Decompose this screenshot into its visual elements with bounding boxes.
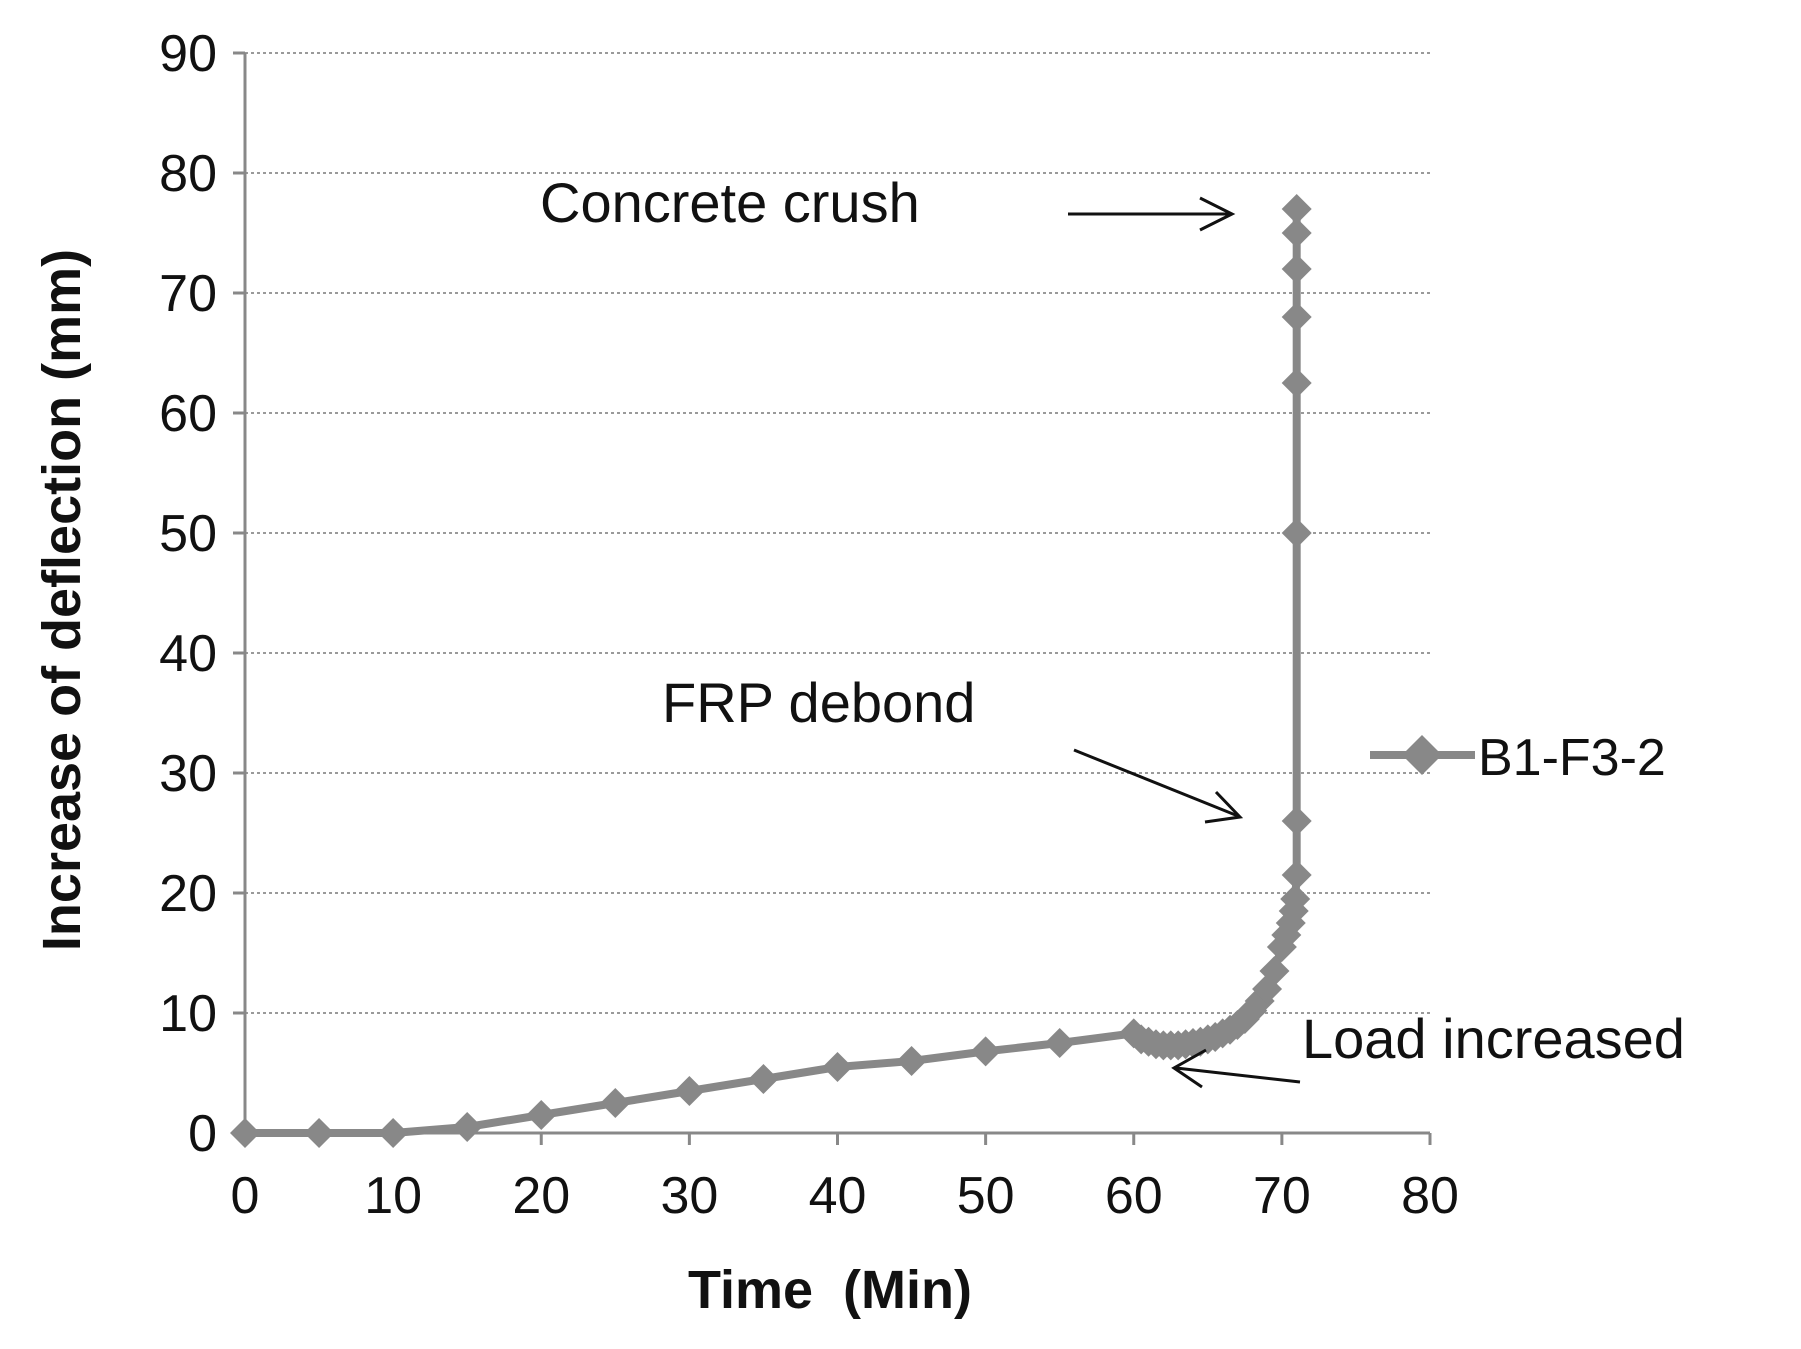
data-point-38	[1281, 806, 1312, 836]
data-point-7	[748, 1064, 779, 1094]
annotation-frp-debond: FRP debond	[662, 671, 975, 734]
data-point-0	[230, 1118, 260, 1148]
y-tick-label-0: 0	[188, 1105, 217, 1163]
series-b1-f3-2	[230, 194, 1312, 1148]
data-point-4	[526, 1100, 557, 1130]
data-point-11	[1044, 1028, 1075, 1058]
data-point-43	[1281, 218, 1312, 248]
y-tick-label-40: 40	[159, 625, 217, 683]
data-point-1	[304, 1118, 335, 1148]
arrow-frp-debond	[1073, 748, 1244, 824]
annotation-concrete-crush: Concrete crush	[540, 171, 920, 234]
data-point-9	[896, 1046, 927, 1076]
y-axis-title: Increase of deflection (mm)	[32, 249, 92, 951]
y-tick-label-80: 80	[159, 145, 217, 203]
data-point-41	[1281, 302, 1312, 332]
x-tick-label-20: 20	[512, 1167, 570, 1225]
y-tick-label-90: 90	[159, 25, 217, 83]
data-point-39	[1281, 518, 1312, 548]
arrow-load-increased	[1171, 1048, 1301, 1089]
data-point-42	[1281, 254, 1312, 284]
y-tick-label-20: 20	[159, 865, 217, 923]
y-tick-label-50: 50	[159, 505, 217, 563]
y-tick-label-10: 10	[159, 985, 217, 1043]
x-tick-label-10: 10	[364, 1167, 422, 1225]
legend: B1-F3-2	[1370, 729, 1666, 787]
x-tick-label-70: 70	[1253, 1167, 1311, 1225]
data-point-8	[822, 1052, 853, 1082]
y-tick-label-70: 70	[159, 265, 217, 323]
tick-labels: 0 10 20 30 40 50 60 70 80 90 0 10 20 30 40 50 60 70 80	[159, 25, 1459, 1225]
annotations: Concrete crush FRP debond Load increased	[540, 171, 1685, 1089]
legend-label-b1-f3-2: B1-F3-2	[1478, 729, 1666, 787]
data-point-5	[600, 1088, 631, 1118]
x-axis-title: Time (Min)	[688, 1260, 972, 1320]
data-point-44	[1281, 194, 1312, 224]
x-tick-label-0: 0	[231, 1167, 260, 1225]
data-point-36	[1280, 884, 1311, 914]
x-tick-label-30: 30	[660, 1167, 718, 1225]
y-tick-label-30: 30	[159, 745, 217, 803]
x-tick-label-40: 40	[809, 1167, 867, 1225]
x-tick-label-80: 80	[1401, 1167, 1459, 1225]
annotation-load-increased: Load increased	[1302, 1007, 1685, 1070]
x-tick-label-50: 50	[957, 1167, 1015, 1225]
x-tick-label-60: 60	[1105, 1167, 1163, 1225]
y-tick-label-60: 60	[159, 385, 217, 443]
data-point-40	[1281, 368, 1312, 398]
data-point-31	[1259, 956, 1290, 986]
data-point-6	[674, 1076, 705, 1106]
data-point-10	[970, 1036, 1001, 1067]
legend-diamond-marker	[1402, 735, 1442, 775]
data-point-37	[1281, 860, 1312, 890]
arrow-concrete-crush	[1068, 196, 1236, 232]
data-point-3	[452, 1112, 483, 1142]
data-point-2	[378, 1118, 409, 1148]
